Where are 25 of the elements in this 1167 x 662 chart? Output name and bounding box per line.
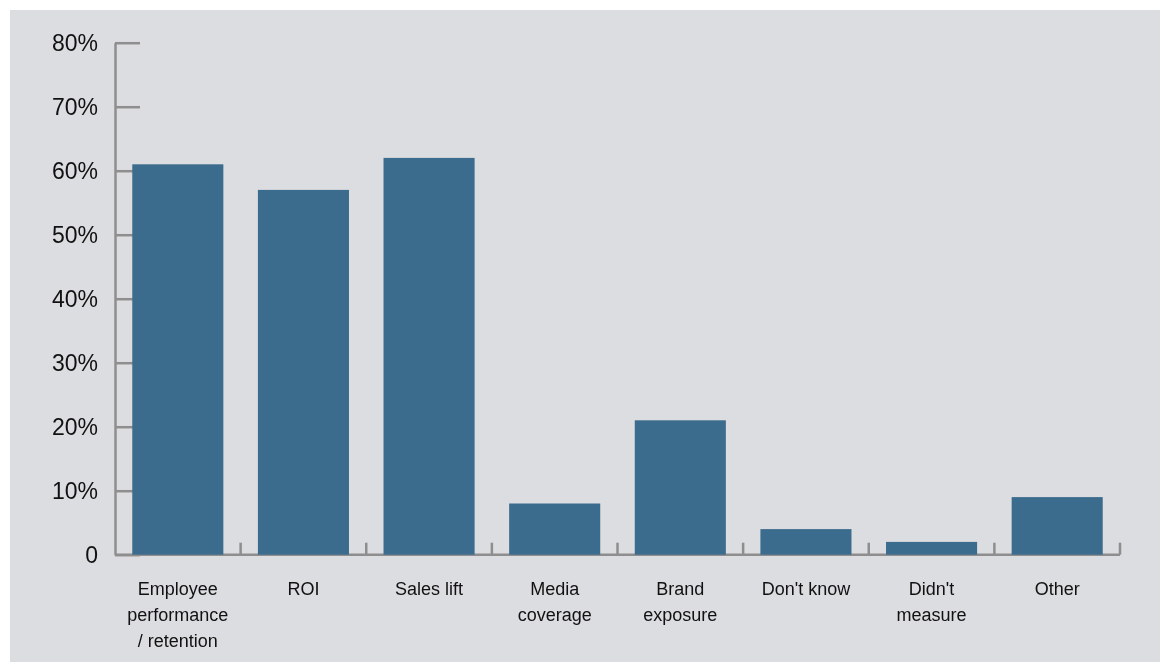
- x-tick-label: Media coverage: [517, 579, 592, 626]
- y-tick-label: 10%: [51, 477, 98, 504]
- y-tick-label: 20%: [51, 413, 98, 440]
- x-tick-label: Don't know: [761, 579, 852, 600]
- y-tick-label: 80%: [51, 29, 98, 56]
- bar: [383, 157, 475, 555]
- x-tick-label: Employee performance / retention: [127, 579, 229, 651]
- bar: [886, 541, 978, 555]
- y-tick-label: 60%: [51, 157, 98, 184]
- x-tick-label: Brand exposure: [643, 579, 718, 626]
- x-tick-label: ROI: [287, 579, 320, 600]
- bar: [509, 503, 601, 555]
- y-tick-label: 0: [85, 541, 98, 568]
- y-tick-label: 70%: [51, 93, 98, 120]
- y-tick-label: 50%: [51, 221, 98, 248]
- bar: [132, 164, 224, 555]
- y-tick-label: 30%: [51, 349, 98, 376]
- y-tick-label: 40%: [51, 285, 98, 312]
- bar: [760, 529, 852, 555]
- bar: [634, 420, 726, 555]
- bar: [1011, 497, 1103, 555]
- bar: [257, 189, 349, 555]
- x-tick-label: Other: [1034, 579, 1080, 600]
- x-tick-label: Sales lift: [395, 579, 464, 600]
- x-tick-label: Didn't measure: [896, 579, 967, 626]
